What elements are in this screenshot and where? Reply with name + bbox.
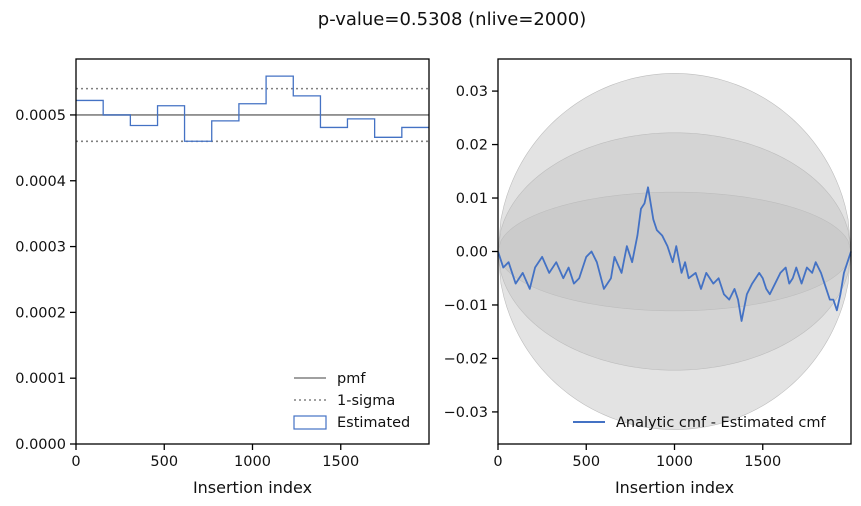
cmf-y-tick-label: 0.00	[456, 245, 488, 261]
pmf-y-tick-label: 0.0003	[15, 240, 66, 256]
pmf-y-tick-label: 0.0002	[15, 305, 66, 321]
pmf-y-tick-label: 0.0001	[15, 371, 66, 387]
legend-pmf-label: pmf	[337, 371, 366, 387]
figure-title: p-value=0.5308 (nlive=2000)	[318, 9, 586, 30]
cmf-legend: Analytic cmf - Estimated cmf	[573, 415, 827, 431]
pmf-x-tick-label: 1500	[322, 454, 359, 470]
pmf-axes: 0 500 1000 1500 0.0000 0.0001 0.0002 0.0003 0.00…	[15, 58, 430, 470]
pmf-legend: pmf 1-sigma Estimated	[293, 371, 410, 431]
cmf-y-tick-label: −0.01	[444, 298, 488, 314]
legend-cmf-diff-label: Analytic cmf - Estimated cmf	[616, 415, 827, 431]
estimated-step	[76, 75, 429, 142]
pmf-x-axis-label: Insertion index	[193, 478, 312, 497]
pmf-y-tick-label: 0.0005	[15, 108, 66, 124]
cmf-x-tick-label: 1000	[656, 454, 693, 470]
cmf-y-tick-label: 0.01	[456, 191, 488, 207]
pmf-frame	[75, 58, 430, 445]
cmf-x-axis-label: Insertion index	[615, 478, 734, 497]
cmf-y-tick-label: −0.03	[444, 405, 488, 421]
pmf-y-tick-label: 0.0004	[15, 174, 66, 190]
pmf-x-tick-label: 0	[71, 454, 80, 470]
cmf-axes: 0 500 1000 1500 −0.03 −0.02 −0.01 0.00 0.01 0.02 0…	[444, 58, 852, 470]
pmf-plot-area	[76, 75, 429, 143]
legend-estimated-label: Estimated	[337, 415, 410, 431]
cmf-y-tick-label: 0.02	[456, 138, 488, 154]
legend-1-sigma-label: 1-sigma	[337, 393, 395, 409]
cmf-panel: 0 500 1000 1500 −0.03 −0.02 −0.01 0.00 0.01 0.02 0…	[444, 58, 852, 497]
pmf-y-tick-label: 0.0000	[15, 437, 66, 453]
pmf-x-tick-label: 1000	[234, 454, 271, 470]
cmf-x-tick-label: 1500	[744, 454, 781, 470]
cmf-plot-area	[497, 73, 852, 430]
cmf-y-tick-label: 0.03	[456, 84, 488, 100]
cmf-y-tick-label: −0.02	[444, 351, 488, 367]
pmf-x-tick-label: 500	[150, 454, 178, 470]
cmf-x-tick-label: 0	[493, 454, 502, 470]
cmf-x-tick-label: 500	[572, 454, 600, 470]
legend-estimated-swatch	[293, 415, 327, 430]
pmf-panel: 0 500 1000 1500 0.0000 0.0001 0.0002 0.0003 0.00…	[15, 58, 430, 497]
cmf-difference-line	[497, 186, 852, 322]
